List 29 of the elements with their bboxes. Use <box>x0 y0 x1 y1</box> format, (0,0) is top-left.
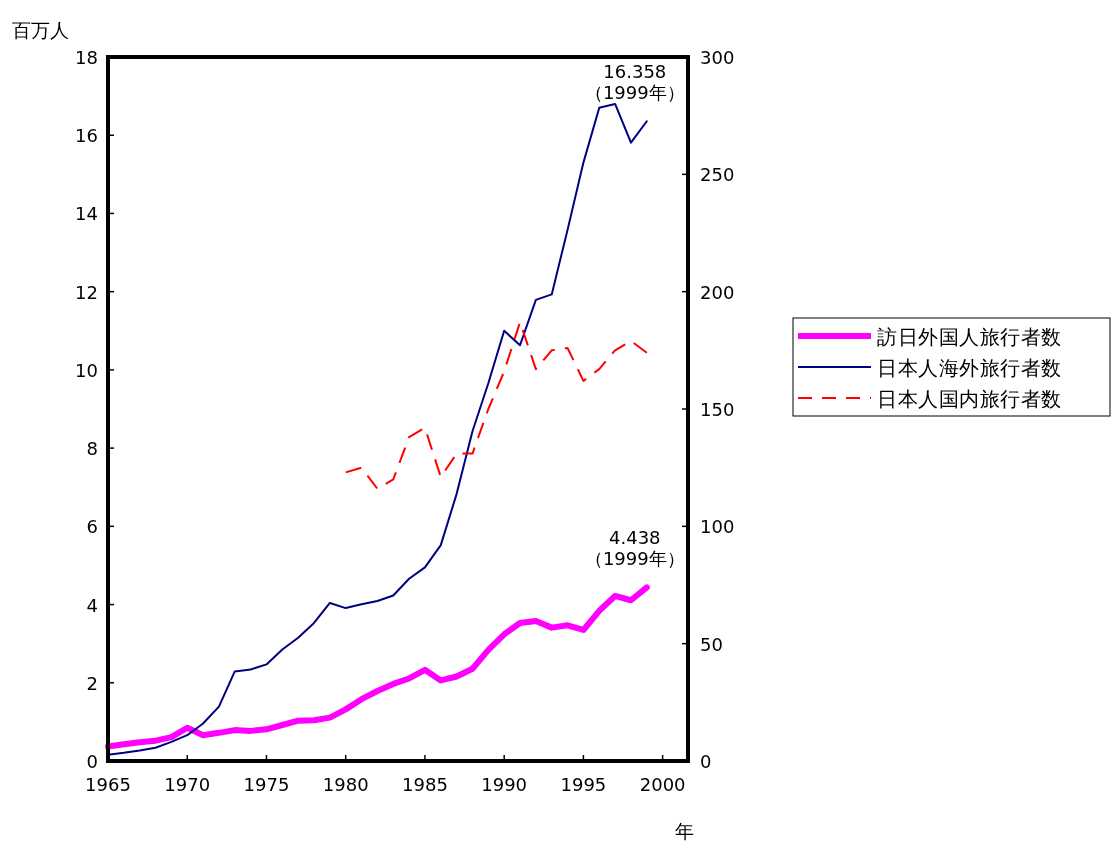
y2-tick-label: 200 <box>700 281 735 303</box>
xlabel: 年 <box>674 820 694 841</box>
y-tick-label: 10 <box>75 359 98 381</box>
y-tick-label: 12 <box>75 281 98 303</box>
ylabel: 百万人 <box>12 19 69 41</box>
y-tick-label: 16 <box>75 125 98 147</box>
x-tick-label: 1990 <box>481 774 528 795</box>
x-tick-label: 1975 <box>243 774 290 795</box>
y-tick-label: 4 <box>86 594 98 616</box>
annotation: 16.358 （1999年） <box>584 61 685 104</box>
y-tick-label: 0 <box>86 751 98 772</box>
y2-tick-label: 50 <box>700 633 723 655</box>
annotation: 4.438 （1999年） <box>584 527 685 570</box>
y-tick-label: 2 <box>86 672 98 694</box>
x-tick-label: 1995 <box>560 774 607 795</box>
y-tick-label: 6 <box>86 516 98 538</box>
x-tick-label: 1980 <box>322 774 369 795</box>
y2-tick-label: 100 <box>700 516 735 538</box>
y-tick-label: 14 <box>75 203 98 225</box>
y2-tick-label: 150 <box>700 399 735 420</box>
y2-tick-label: 250 <box>700 164 735 186</box>
x-tick-label: 1965 <box>85 774 131 795</box>
x-tick-label: 1970 <box>164 774 211 795</box>
y-tick-label: 18 <box>75 47 98 68</box>
x-tick-label: 2000 <box>639 774 686 795</box>
y2-tick-label: 0 <box>700 751 712 772</box>
x-tick-label: 1985 <box>402 774 448 795</box>
y2-tick-label: 300 <box>700 47 735 68</box>
y-tick-label: 8 <box>86 438 98 460</box>
